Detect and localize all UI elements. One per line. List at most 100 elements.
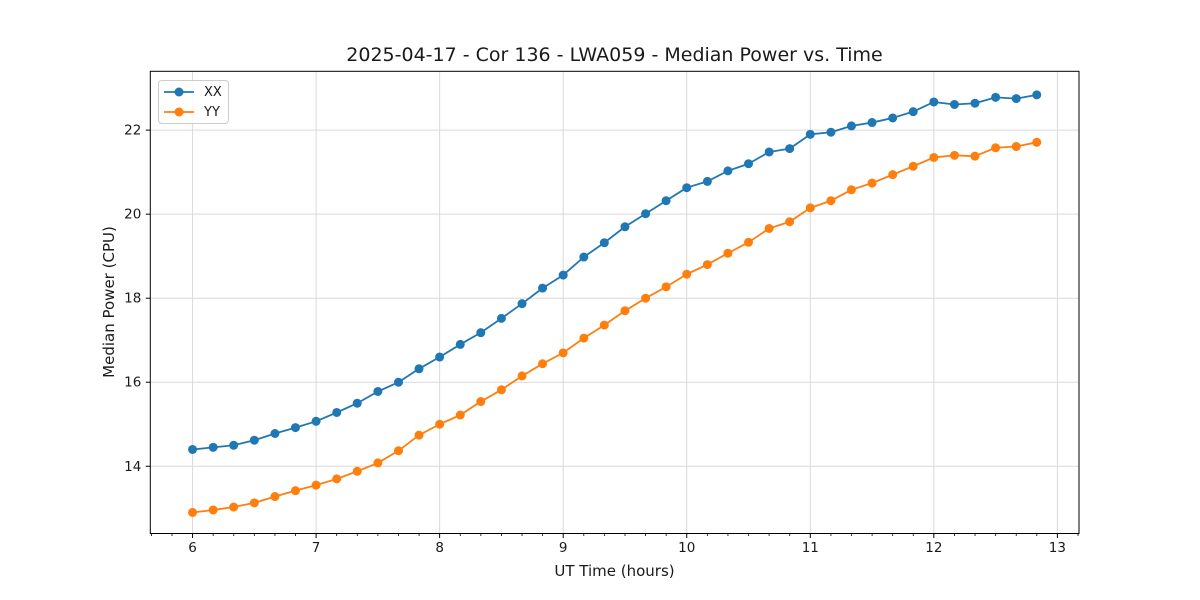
series-YY-marker [229, 502, 239, 512]
series-YY-marker [476, 397, 486, 407]
series-XX-marker [826, 127, 836, 137]
series-YY-marker [332, 474, 342, 484]
series-XX-marker [1011, 94, 1021, 104]
series-XX-marker [949, 99, 959, 109]
series-YY-marker [846, 185, 856, 195]
series-XX-marker [764, 147, 774, 157]
series-XX-marker [373, 386, 383, 396]
series-YY-marker [394, 446, 404, 456]
series-YY-marker [1011, 142, 1021, 152]
legend-label-yy: YY [204, 104, 220, 120]
series-XX-marker [394, 377, 404, 387]
series-YY-marker [270, 492, 280, 502]
x-tick-label: 13 [1049, 540, 1066, 556]
series-YY-marker [414, 430, 424, 440]
series-YY-marker [620, 306, 630, 316]
legend-entry-yy: YY [163, 102, 220, 122]
series-XX-marker [352, 398, 362, 408]
y-axis-label: Median Power (CPU) [100, 226, 118, 378]
series-XX-marker [558, 270, 568, 280]
series-YY-marker [455, 410, 465, 420]
series-YY-marker [496, 385, 506, 395]
x-tick-label: 6 [188, 540, 197, 556]
series-YY-marker [785, 217, 795, 227]
series-YY-marker [929, 152, 939, 162]
y-tick-label: 22 [124, 123, 141, 139]
series-YY-marker [538, 359, 548, 369]
series-YY-marker [991, 143, 1001, 153]
series-XX-line [192, 93, 1037, 451]
series-XX-marker [455, 339, 465, 349]
series-XX-marker [229, 440, 239, 450]
series-XX-marker [888, 113, 898, 123]
series-XX-marker [249, 435, 259, 445]
series-XX-marker [290, 423, 300, 433]
series-XX-marker [332, 407, 342, 417]
series-YY-marker [723, 248, 733, 258]
series-YY-marker [558, 348, 568, 358]
series-XX-marker [414, 364, 424, 374]
series-YY-marker [764, 223, 774, 233]
series-XX-marker [846, 121, 856, 131]
series-XX-marker [476, 328, 486, 338]
series-YY-line [192, 141, 1037, 514]
legend-line-marker-icon [164, 87, 194, 97]
series-YY-marker [435, 419, 445, 429]
series-XX-marker [270, 429, 280, 438]
series-YY-marker [744, 237, 754, 247]
legend-entry-xx: XX [163, 82, 222, 102]
series-YY-marker [208, 505, 218, 515]
x-tick-label: 8 [435, 540, 444, 556]
x-tick-label: 9 [559, 540, 568, 556]
series-YY-marker [702, 260, 712, 270]
x-tick-label: 7 [312, 540, 321, 556]
series-XX-marker [702, 176, 712, 186]
legend-label-xx: XX [204, 84, 222, 100]
x-tick-label: 10 [678, 540, 695, 556]
series-YY-marker [1032, 137, 1042, 147]
series-XX-marker [496, 313, 506, 323]
series-XX-marker [929, 97, 939, 107]
series-XX-marker [970, 98, 980, 108]
series-YY-marker [249, 498, 259, 508]
series-YY-marker [867, 178, 877, 188]
series-YY-marker [805, 203, 815, 213]
series-YY-marker [517, 371, 527, 381]
x-tick-label: 12 [925, 540, 942, 556]
series-YY-marker [290, 486, 300, 496]
series-XX-marker [682, 183, 692, 193]
series-XX-marker [311, 416, 321, 426]
y-tick-label: 20 [124, 207, 141, 223]
series-XX-marker [805, 129, 815, 139]
series-YY-marker [908, 161, 918, 171]
series-YY-marker [641, 293, 651, 303]
series-XX-marker [1032, 90, 1042, 100]
legend: XX YY [158, 80, 229, 124]
y-tick-label: 18 [124, 291, 141, 307]
series-YY-marker [949, 150, 959, 160]
series-XX-marker [435, 352, 445, 362]
series-XX-marker [641, 209, 651, 219]
series-XX-marker [517, 299, 527, 309]
series-YY-marker [682, 269, 692, 279]
series-YY-marker [970, 151, 980, 161]
series-XX-marker [620, 222, 630, 232]
series-XX-marker [661, 196, 671, 206]
series-XX-marker [599, 238, 609, 248]
series-XX-marker [867, 118, 877, 128]
series-YY-marker [352, 466, 362, 476]
series-XX-marker [744, 159, 754, 169]
series-YY-marker [311, 480, 321, 490]
y-tick-label: 16 [124, 375, 141, 391]
x-tick-label: 11 [802, 540, 819, 556]
series-YY-marker [579, 333, 589, 343]
series-YY-marker [373, 458, 383, 468]
legend-line-marker-icon [164, 107, 194, 117]
x-axis-label: UT Time (hours) [554, 562, 675, 580]
series-YY-marker [599, 320, 609, 330]
series-XX-marker [188, 444, 198, 454]
y-tick-label: 14 [124, 459, 141, 475]
series-YY-marker [661, 282, 671, 292]
